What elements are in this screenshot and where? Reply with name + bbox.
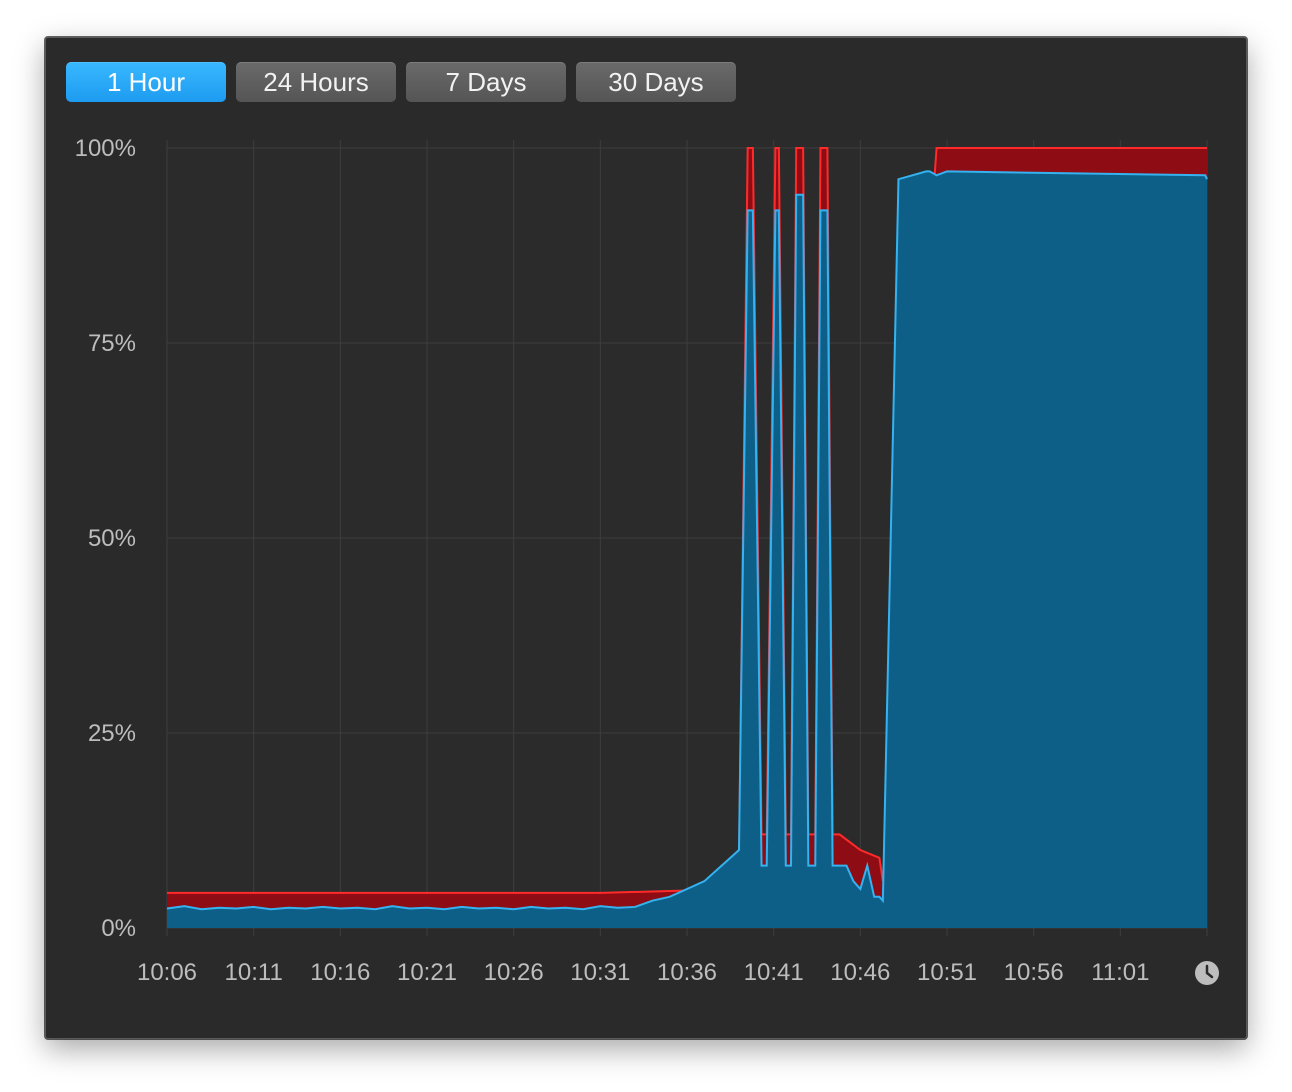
tab-30-days[interactable]: 30 Days	[576, 62, 736, 102]
y-tick-label: 75%	[88, 330, 136, 357]
y-tick-label: 0%	[101, 915, 136, 942]
tab-24-hours[interactable]: 24 Hours	[236, 62, 396, 102]
x-tick-label: 10:16	[310, 959, 370, 986]
x-tick-label: 10:46	[830, 959, 890, 986]
clock-icon[interactable]	[1195, 961, 1219, 985]
usage-chart: 0% 25% 50% 75% 100% 10:06 10:11 10:16 10:21 10:26…	[75, 135, 1219, 986]
x-tick-label: 10:26	[484, 959, 544, 986]
x-tick-label: 10:31	[570, 959, 630, 986]
y-tick-label: 100%	[75, 135, 136, 162]
x-tick-label: 10:56	[1004, 959, 1064, 986]
x-tick-label: 10:36	[657, 959, 717, 986]
y-tick-label: 25%	[88, 720, 136, 747]
x-tick-label: 10:21	[397, 959, 457, 986]
blue-series-line	[166, 170, 1208, 911]
blue-series-area	[167, 171, 1207, 928]
tab-7-days[interactable]: 7 Days	[406, 62, 566, 102]
y-tick-label: 50%	[88, 525, 136, 552]
x-tick-label: 11:01	[1091, 959, 1149, 986]
x-tick-label: 10:51	[917, 959, 977, 986]
chart-window: 1 Hour 24 Hours 7 Days 30 Days 0% 25% 50% 7…	[45, 37, 1247, 1039]
x-tick-label: 10:06	[137, 959, 197, 986]
tab-1-hour[interactable]: 1 Hour	[66, 62, 226, 102]
x-tick-label: 10:41	[744, 959, 804, 986]
x-tick-label: 10:11	[225, 959, 283, 986]
